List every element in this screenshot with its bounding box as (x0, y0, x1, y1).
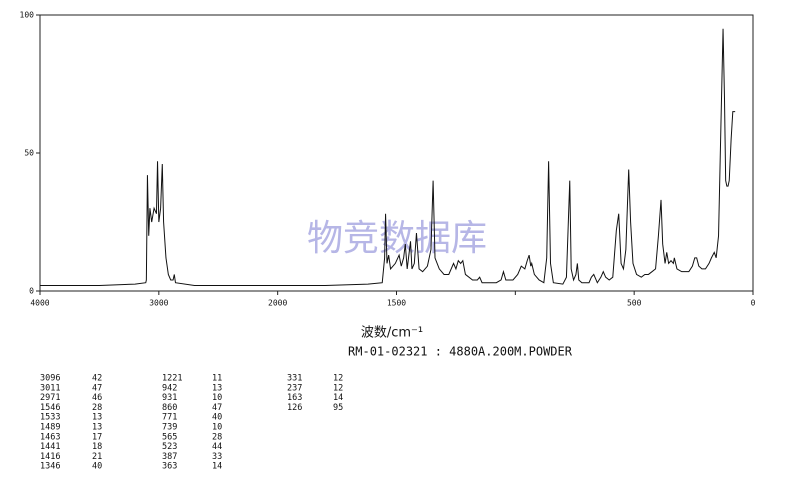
x-tick-label: 3000 (149, 299, 168, 308)
peak-wavenumber: 1489 (40, 423, 60, 433)
spectrum-line (40, 28, 736, 286)
x-tick-label: 2000 (268, 299, 287, 308)
peak-wavenumber: 1546 (40, 403, 60, 413)
peak-wavenumber: 237 (287, 383, 302, 393)
peak-intensity: 13 (92, 413, 102, 423)
peak-intensity: 13 (212, 383, 222, 393)
peak-wavenumber: 2971 (40, 393, 60, 403)
peak-intensity: 18 (92, 442, 102, 452)
peak-intensity: 10 (212, 393, 222, 403)
peak-intensity: 33 (212, 452, 222, 462)
watermark: 物竞数据库 (307, 218, 487, 259)
x-tick-label: 0 (751, 299, 756, 308)
peak-intensity: 14 (333, 393, 343, 403)
peak-wavenumber: 565 (162, 432, 177, 442)
x-tick-label: 4000 (30, 299, 49, 308)
peak-wavenumber: 523 (162, 442, 177, 452)
peak-intensity: 44 (212, 442, 222, 452)
peak-wavenumber: 126 (287, 403, 302, 413)
peak-intensity: 28 (212, 432, 222, 442)
peak-wavenumber: 771 (162, 413, 177, 423)
peak-intensity: 17 (92, 432, 102, 442)
peak-wavenumber: 331 (287, 374, 302, 384)
peak-intensity: 10 (212, 423, 222, 433)
peak-wavenumber: 3096 (40, 374, 60, 384)
peak-wavenumber: 3011 (40, 383, 60, 393)
peak-wavenumber: 1441 (40, 442, 60, 452)
peak-intensity: 40 (212, 413, 222, 423)
peak-wavenumber: 1221 (162, 374, 182, 384)
peak-intensity: 12 (333, 374, 343, 384)
peak-wavenumber: 860 (162, 403, 177, 413)
subtitle: RM-01-02321 : 4880A.200M.POWDER (348, 345, 573, 359)
peak-wavenumber: 1416 (40, 452, 60, 462)
peak-wavenumber: 387 (162, 452, 177, 462)
peak-intensity: 46 (92, 393, 102, 403)
peak-intensity: 47 (92, 383, 102, 393)
peak-wavenumber: 1346 (40, 462, 60, 472)
peak-intensity: 13 (92, 423, 102, 433)
peak-intensity: 28 (92, 403, 102, 413)
peak-wavenumber: 931 (162, 393, 177, 403)
y-tick-label: 0 (29, 287, 34, 296)
peak-wavenumber: 1463 (40, 432, 60, 442)
y-tick-label: 100 (20, 11, 35, 20)
peak-intensity: 21 (92, 452, 102, 462)
x-tick-label: 1500 (387, 299, 406, 308)
peak-intensity: 12 (333, 383, 343, 393)
peak-wavenumber: 942 (162, 383, 177, 393)
peak-wavenumber: 1533 (40, 413, 60, 423)
peak-wavenumber: 163 (287, 393, 302, 403)
peak-wavenumber: 739 (162, 423, 177, 433)
peak-intensity: 42 (92, 374, 102, 384)
peak-intensity: 14 (212, 462, 222, 472)
y-tick-label: 50 (24, 149, 34, 158)
peak-intensity: 11 (212, 374, 222, 384)
peak-intensity: 95 (333, 403, 343, 413)
peak-intensity: 47 (212, 403, 222, 413)
x-axis-label: 波数/cm⁻¹ (361, 326, 423, 341)
peak-wavenumber: 363 (162, 462, 177, 472)
peak-intensity: 40 (92, 462, 102, 472)
x-tick-label: 500 (627, 299, 642, 308)
